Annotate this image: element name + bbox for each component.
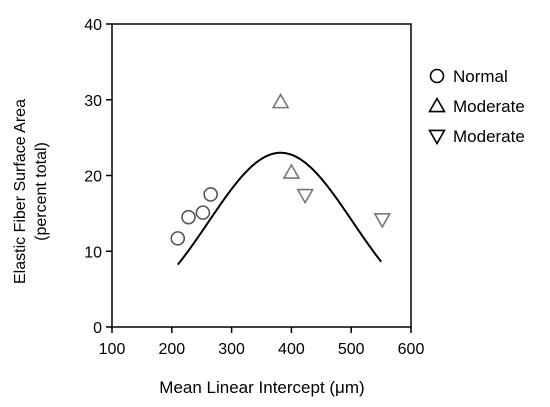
y-axis-label: Elastic Fiber Surface Area (percent total… [12,99,50,284]
y-tick-label-20: 20 [84,169,102,186]
y-axis-label-line-2: (percent total) [33,142,50,241]
fit-curve [176,151,382,266]
legend-label-1: Normal [453,67,508,86]
legend-label-3: Moderate [453,127,525,146]
data-points [170,92,392,246]
fit-curve-layer [176,151,382,266]
y-tick-label-10: 10 [84,244,102,261]
x-axis-label: Mean Linear Intercept (μm) [159,378,364,397]
x-tick-label-200: 200 [158,341,185,358]
x-tick-label-600: 600 [398,341,425,358]
point-triangle-up-0 [271,92,290,109]
y-tick-label-30: 30 [84,93,102,110]
y-tick-label-40: 40 [84,17,102,34]
y-axis-label-line-1: Elastic Fiber Surface Area [12,99,29,284]
legend-marker-circle [429,68,445,84]
point-triangle-down-1 [373,213,392,229]
point-circle-0 [170,231,186,246]
legend-label-2: Moderate [453,97,525,116]
point-triangle-down-0 [296,188,315,205]
x-tick-label-100: 100 [99,341,126,358]
legend-marker-triangle-down [428,129,446,146]
point-triangle-up-1 [282,163,301,179]
x-tick-label-500: 500 [338,341,365,358]
x-tick-label-300: 300 [218,341,245,358]
legend: Normal Moderate Moderate [428,67,525,146]
x-tick-label-400: 400 [278,341,305,358]
legend-marker-triangle-up [428,96,446,113]
y-tick-label-0: 0 [93,320,102,337]
point-circle-3 [203,187,218,202]
point-circle-1 [181,209,196,225]
axes: 100 200 300 400 500 600 0 10 20 30 40 [84,17,424,358]
point-circle-2 [195,205,211,220]
plot-frame [111,23,412,328]
